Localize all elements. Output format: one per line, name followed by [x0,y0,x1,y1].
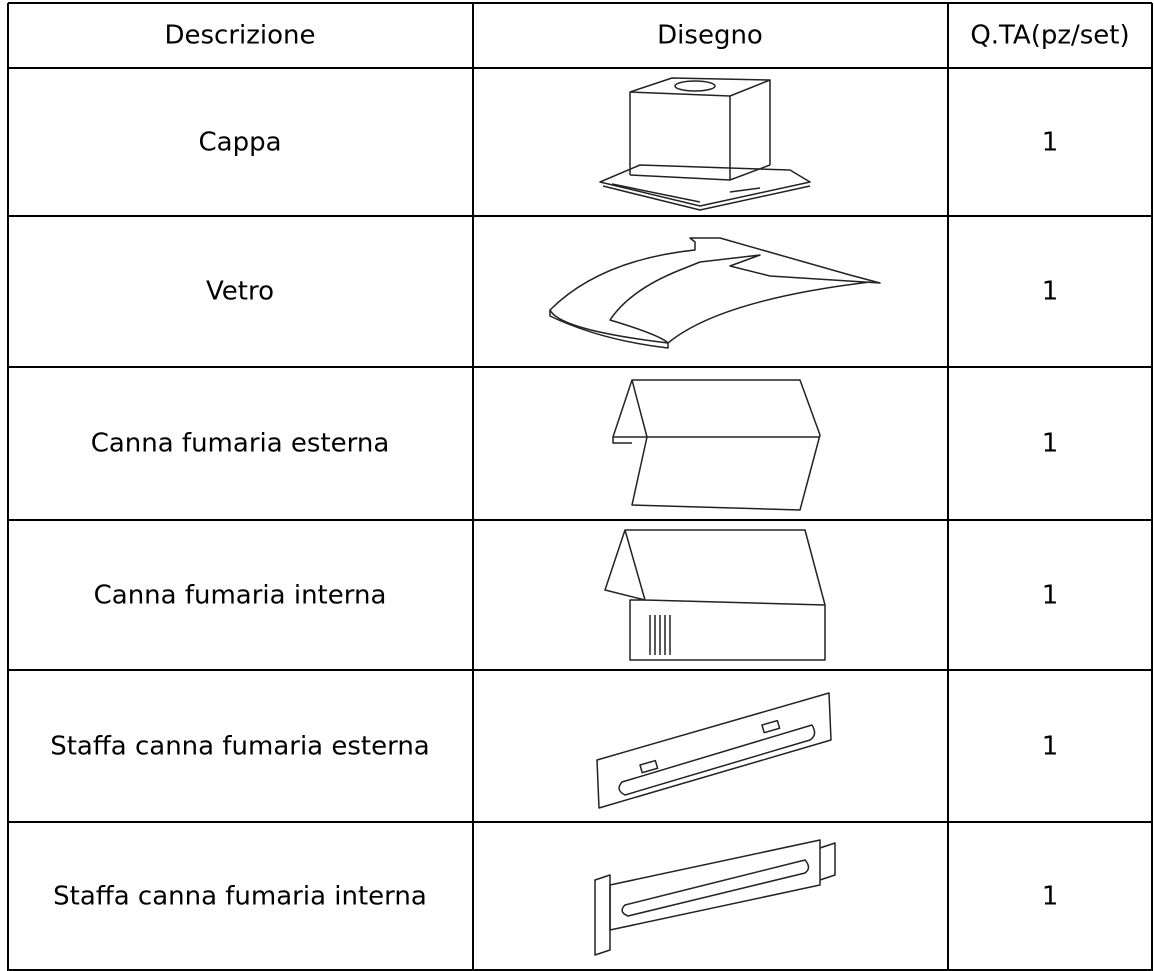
header-cell: Q.TA(pz/set) [970,21,1129,51]
quantity-cell: 1 [1042,277,1059,307]
header-cell: Disegno [657,21,763,51]
description-cell: Cappa [198,128,281,158]
table-grid [7,2,1153,971]
quantity-cell: 1 [1042,581,1059,611]
header-cell: Descrizione [164,21,315,51]
outer-chimney-drawing [612,379,821,511]
quantity-cell: 1 [1042,128,1059,158]
description-cell: Staffa canna fumaria interna [53,882,427,912]
inner-bracket-drawing [594,839,836,956]
inner-chimney-drawing [604,529,826,661]
quantity-cell: 1 [1042,429,1059,459]
glass-drawing [549,237,881,349]
description-cell: Vetro [206,277,274,307]
description-cell: Canna fumaria esterna [91,429,390,459]
outer-bracket-drawing [596,692,832,809]
description-cell: Canna fumaria interna [94,581,387,611]
quantity-cell: 1 [1042,732,1059,762]
description-cell: Staffa canna fumaria esterna [50,732,430,762]
hood-drawing [599,77,811,211]
quantity-cell: 1 [1042,882,1059,912]
